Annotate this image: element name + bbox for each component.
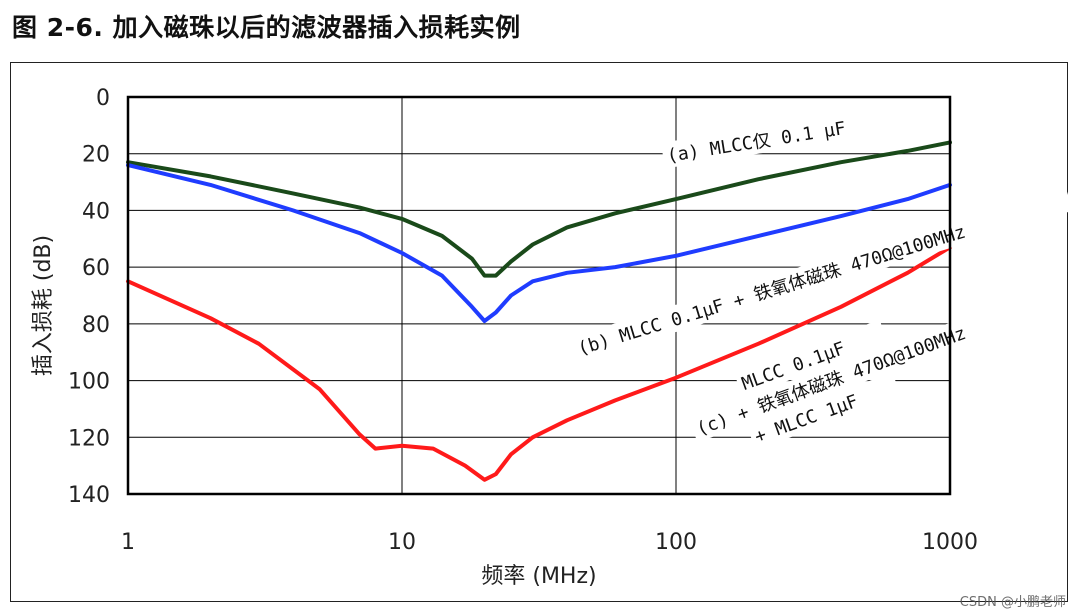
x-tick-label: 1000	[922, 530, 978, 555]
series-line-a	[126, 140, 952, 278]
chart-frame	[10, 62, 1068, 602]
series-line-b	[126, 163, 952, 323]
x-tick-label: 10	[388, 530, 416, 555]
series-line-c	[126, 245, 952, 482]
y-tick-label: 40	[82, 199, 110, 224]
x-tick-labels: 1 10 100 1000	[121, 530, 978, 555]
figure-title: 图 2-6. 加入磁珠以后的滤波器插入损耗实例	[12, 13, 521, 42]
y-tick-label: 20	[82, 143, 110, 168]
series-lines	[126, 140, 952, 482]
annotation-text: (a) MLCC仅 0.1 μF	[665, 118, 847, 167]
y-tick-label: 80	[82, 313, 110, 338]
annotations: (a) MLCC仅 0.1 μF (b) MLCC 0.1μF + 铁氧体磁珠 4…	[570, 102, 1073, 450]
annotation-backing	[746, 372, 902, 450]
annotation-backing	[570, 185, 1073, 362]
y-axis-label: 插入损耗 (dB)	[31, 235, 56, 376]
plot-border	[126, 95, 952, 496]
annotation-backing	[733, 319, 889, 398]
annotation-b: (b) MLCC 0.1μF + 铁氧体磁珠 470Ω@100MHz	[570, 185, 1073, 362]
y-tick-labels: 0 20 40 60 80 100 120 140	[68, 86, 110, 508]
y-tick-label: 120	[68, 426, 110, 451]
y-tick-label: 140	[68, 483, 110, 508]
y-tick-label: 60	[82, 256, 110, 281]
y-tick-label: 0	[96, 86, 110, 111]
annotation-a: (a) MLCC仅 0.1 μF	[660, 102, 919, 169]
annotation-backing	[688, 295, 1034, 443]
x-tick-label: 1	[121, 530, 135, 555]
y-tick-label: 100	[68, 370, 110, 395]
x-axis-label: 频率 (MHz)	[481, 564, 596, 589]
x-tick-label: 100	[655, 530, 697, 555]
annotation-backing	[660, 102, 919, 169]
watermark-text: CSDN @小鹏老师	[959, 595, 1066, 610]
